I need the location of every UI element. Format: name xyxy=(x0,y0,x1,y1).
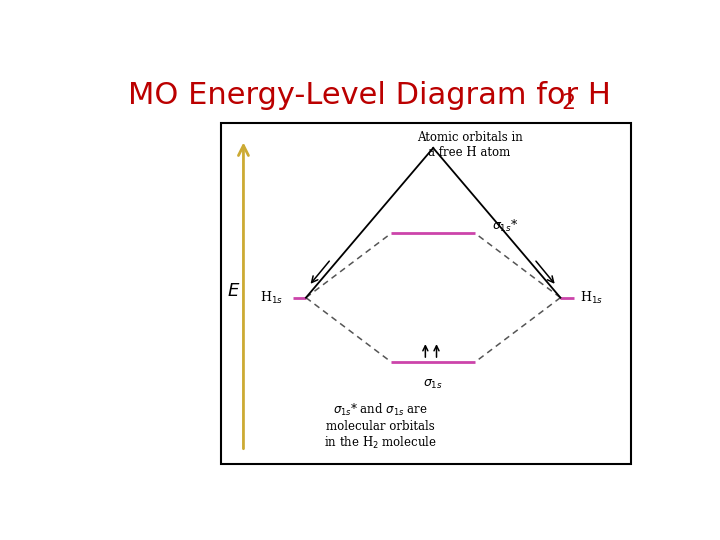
Text: H$_{1s}$: H$_{1s}$ xyxy=(259,289,282,306)
Text: $\sigma_{1s}$: $\sigma_{1s}$ xyxy=(423,377,443,390)
Text: Atomic orbitals in
a free H atom: Atomic orbitals in a free H atom xyxy=(417,131,522,159)
Text: H$_{1s}$: H$_{1s}$ xyxy=(580,289,603,306)
Text: $\sigma_{1s}$* and $\sigma_{1s}$ are
molecular orbitals
in the H$_2$ molecule: $\sigma_{1s}$* and $\sigma_{1s}$ are mol… xyxy=(324,402,436,451)
Text: $\sigma_{1s}$*: $\sigma_{1s}$* xyxy=(492,218,518,234)
Text: MO Energy-Level Diagram for H: MO Energy-Level Diagram for H xyxy=(127,82,611,111)
Text: 2: 2 xyxy=(561,93,575,113)
Bar xyxy=(221,123,631,464)
Text: $E$: $E$ xyxy=(228,282,240,300)
